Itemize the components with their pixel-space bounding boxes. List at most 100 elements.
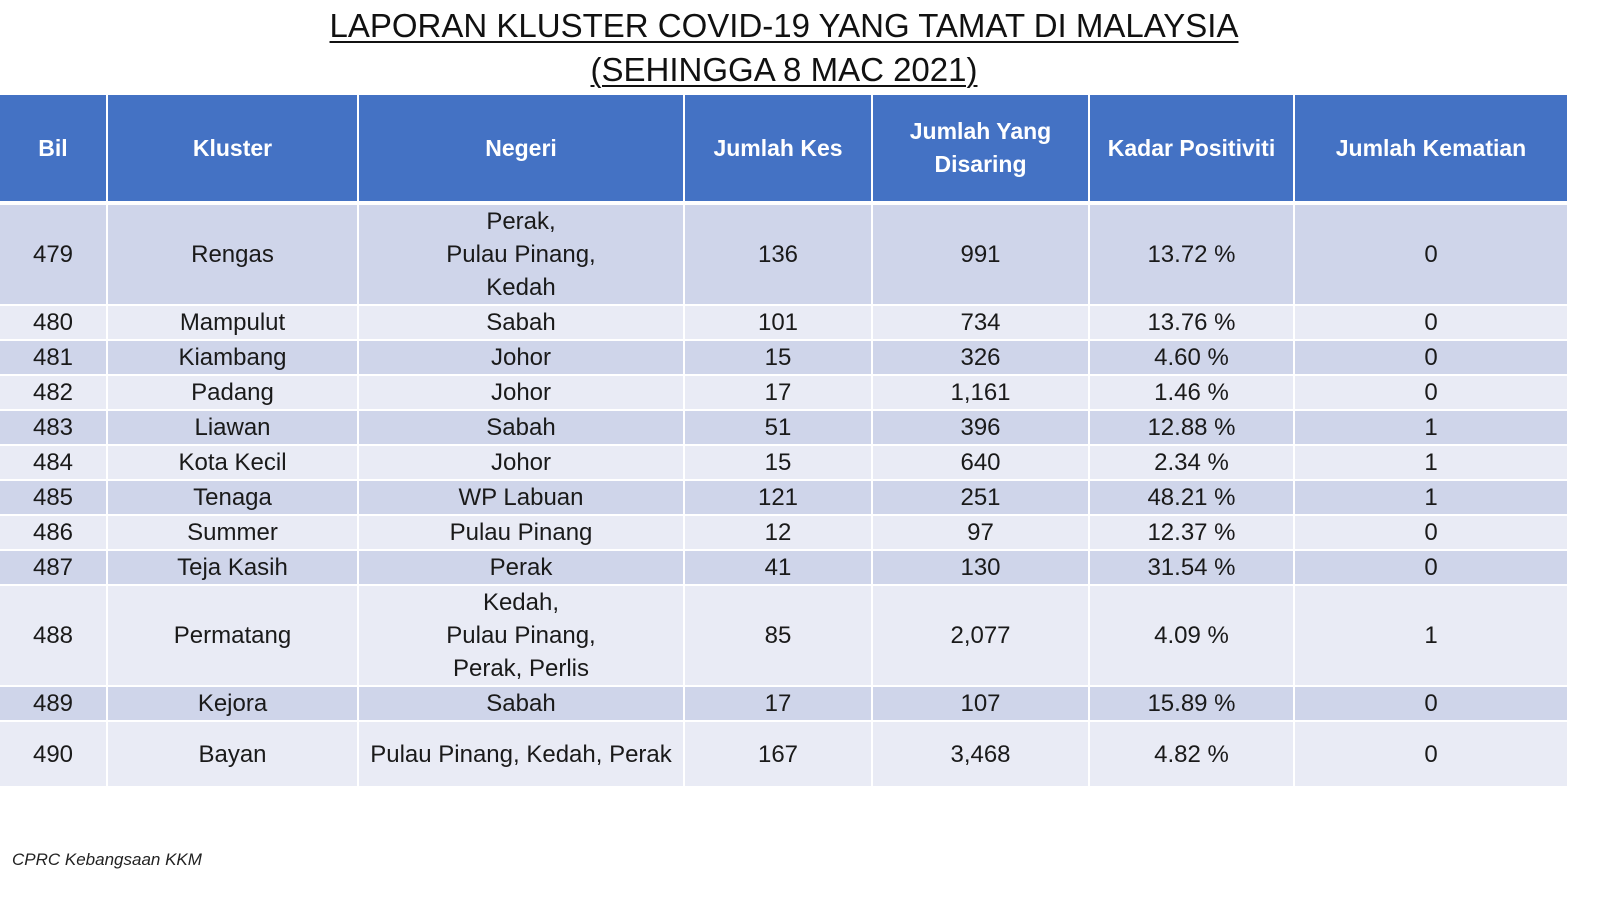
cell-jumlah-kematian: 0	[1294, 203, 1569, 306]
cell-negeri: Sabah	[358, 410, 685, 446]
cluster-table: Bil Kluster Negeri Jumlah Kes Jumlah Yan…	[0, 95, 1569, 788]
col-header-kadar-positiviti: Kadar Positiviti	[1089, 95, 1295, 205]
cell-jumlah-kematian: 0	[1294, 375, 1569, 411]
cell-kluster: Kejora	[107, 686, 359, 722]
cell-kluster: Padang	[107, 375, 359, 411]
cell-jumlah-kematian: 1	[1294, 410, 1569, 446]
cell-jumlah-disaring: 1,161	[872, 375, 1090, 411]
cell-kadar-positiviti: 12.37 %	[1089, 515, 1295, 551]
cell-bil: 485	[0, 480, 108, 516]
cell-kadar-positiviti: 4.60 %	[1089, 340, 1295, 376]
cell-kluster: Teja Kasih	[107, 550, 359, 586]
table-row: 485 Tenaga WP Labuan 121 251 48.21 % 1	[0, 480, 1569, 516]
col-header-jumlah-kes: Jumlah Kes	[684, 95, 873, 205]
table-row: 489 Kejora Sabah 17 107 15.89 % 0	[0, 686, 1569, 722]
col-header-bil: Bil	[0, 95, 108, 205]
cell-bil: 483	[0, 410, 108, 446]
cell-kadar-positiviti: 4.82 %	[1089, 721, 1295, 788]
table-row: 486 Summer Pulau Pinang 12 97 12.37 % 0	[0, 515, 1569, 551]
table-row: 481 Kiambang Johor 15 326 4.60 % 0	[0, 340, 1569, 376]
table-row: 484 Kota Kecil Johor 15 640 2.34 % 1	[0, 445, 1569, 481]
cell-negeri: Perak, Pulau Pinang, Kedah	[358, 203, 685, 306]
cell-jumlah-disaring: 107	[872, 686, 1090, 722]
table-row: 479 Rengas Perak, Pulau Pinang, Kedah 136 99…	[0, 203, 1569, 306]
cell-kluster: Summer	[107, 515, 359, 551]
cell-jumlah-disaring: 991	[872, 203, 1090, 306]
cell-jumlah-kes: 101	[684, 305, 873, 341]
cell-bil: 481	[0, 340, 108, 376]
cell-kadar-positiviti: 13.76 %	[1089, 305, 1295, 341]
cell-jumlah-disaring: 396	[872, 410, 1090, 446]
cell-negeri: WP Labuan	[358, 480, 685, 516]
cell-kadar-positiviti: 48.21 %	[1089, 480, 1295, 516]
cell-jumlah-disaring: 130	[872, 550, 1090, 586]
cell-jumlah-kematian: 0	[1294, 340, 1569, 376]
table-row: 487 Teja Kasih Perak 41 130 31.54 % 0	[0, 550, 1569, 586]
report-title-line-1: LAPORAN KLUSTER COVID-19 YANG TAMAT DI M…	[329, 7, 1239, 44]
cell-bil: 486	[0, 515, 108, 551]
cell-jumlah-kes: 167	[684, 721, 873, 788]
cell-negeri: Pulau Pinang, Kedah, Perak	[358, 721, 685, 788]
table-row: 488 Permatang Kedah, Pulau Pinang, Perak, …	[0, 585, 1569, 687]
table-row: 482 Padang Johor 17 1,161 1.46 % 0	[0, 375, 1569, 411]
cell-bil: 484	[0, 445, 108, 481]
cell-jumlah-kes: 121	[684, 480, 873, 516]
cell-kluster: Liawan	[107, 410, 359, 446]
cell-jumlah-disaring: 251	[872, 480, 1090, 516]
cell-negeri: Pulau Pinang	[358, 515, 685, 551]
cell-kluster: Mampulut	[107, 305, 359, 341]
cell-jumlah-kes: 136	[684, 203, 873, 306]
cell-negeri: Sabah	[358, 686, 685, 722]
cell-bil: 480	[0, 305, 108, 341]
cell-kluster: Kota Kecil	[107, 445, 359, 481]
cell-bil: 487	[0, 550, 108, 586]
cell-negeri: Johor	[358, 445, 685, 481]
cell-kluster: Bayan	[107, 721, 359, 788]
cell-jumlah-kes: 85	[684, 585, 873, 687]
cell-kadar-positiviti: 13.72 %	[1089, 203, 1295, 306]
cell-bil: 479	[0, 203, 108, 306]
table-row: 483 Liawan Sabah 51 396 12.88 % 1	[0, 410, 1569, 446]
cell-jumlah-disaring: 734	[872, 305, 1090, 341]
cell-negeri: Johor	[358, 340, 685, 376]
cell-jumlah-kematian: 1	[1294, 480, 1569, 516]
col-header-jumlah-disaring: Jumlah Yang Disaring	[872, 95, 1090, 205]
col-header-negeri: Negeri	[358, 95, 685, 205]
cell-kadar-positiviti: 31.54 %	[1089, 550, 1295, 586]
report-title: LAPORAN KLUSTER COVID-19 YANG TAMAT DI M…	[0, 4, 1568, 92]
cell-jumlah-disaring: 3,468	[872, 721, 1090, 788]
cell-jumlah-kematian: 0	[1294, 515, 1569, 551]
cell-jumlah-kes: 51	[684, 410, 873, 446]
cell-jumlah-kematian: 0	[1294, 550, 1569, 586]
cell-jumlah-kematian: 0	[1294, 305, 1569, 341]
cell-kluster: Kiambang	[107, 340, 359, 376]
cell-kluster: Rengas	[107, 203, 359, 306]
cell-jumlah-kes: 12	[684, 515, 873, 551]
cell-jumlah-kes: 15	[684, 445, 873, 481]
cell-bil: 490	[0, 721, 108, 788]
table-header-row: Bil Kluster Negeri Jumlah Kes Jumlah Yan…	[0, 95, 1569, 205]
cell-jumlah-kematian: 1	[1294, 585, 1569, 687]
cell-bil: 482	[0, 375, 108, 411]
cell-bil: 489	[0, 686, 108, 722]
cell-negeri: Perak	[358, 550, 685, 586]
cell-jumlah-kes: 17	[684, 375, 873, 411]
cell-jumlah-kematian: 0	[1294, 721, 1569, 788]
cell-kadar-positiviti: 1.46 %	[1089, 375, 1295, 411]
source-footer: CPRC Kebangsaan KKM	[12, 850, 202, 869]
cell-jumlah-kes: 41	[684, 550, 873, 586]
cell-jumlah-disaring: 97	[872, 515, 1090, 551]
cell-negeri: Sabah	[358, 305, 685, 341]
cell-jumlah-kematian: 0	[1294, 686, 1569, 722]
cell-kluster: Permatang	[107, 585, 359, 687]
cell-jumlah-kes: 17	[684, 686, 873, 722]
cell-kluster: Tenaga	[107, 480, 359, 516]
cell-jumlah-disaring: 640	[872, 445, 1090, 481]
report-title-line-2: (SEHINGGA 8 MAC 2021)	[590, 51, 978, 88]
col-header-jumlah-kematian: Jumlah Kematian	[1294, 95, 1569, 205]
cell-kadar-positiviti: 15.89 %	[1089, 686, 1295, 722]
cell-negeri: Kedah, Pulau Pinang, Perak, Perlis	[358, 585, 685, 687]
table-row: 490 Bayan Pulau Pinang, Kedah, Perak 167 3,4…	[0, 721, 1569, 788]
table-row: 480 Mampulut Sabah 101 734 13.76 % 0	[0, 305, 1569, 341]
cell-negeri: Johor	[358, 375, 685, 411]
